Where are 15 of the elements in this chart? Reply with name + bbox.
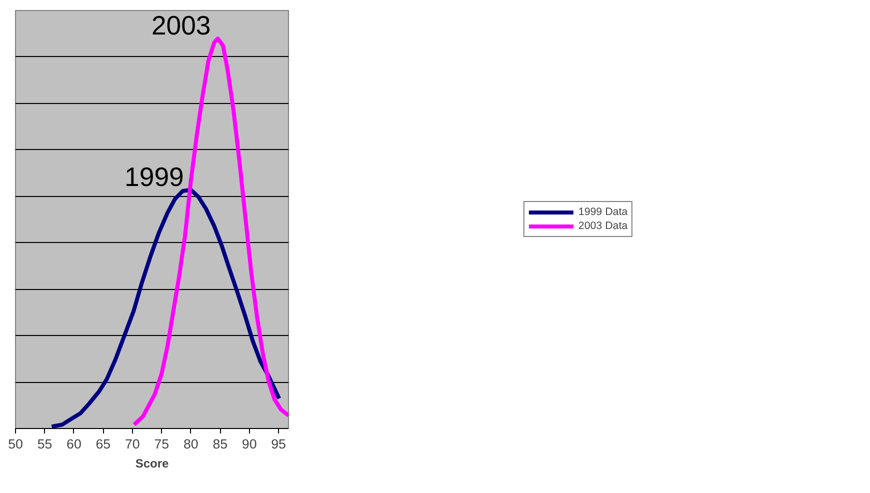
annotation: 1999	[124, 162, 184, 192]
x-tick-label: 75	[154, 436, 170, 452]
x-tick-label: 80	[183, 436, 198, 452]
x-tick-label: 85	[212, 436, 228, 452]
x-tick-label: 90	[242, 436, 257, 452]
annotation: 2003	[151, 10, 211, 41]
legend-label: 2003 Data	[578, 220, 628, 232]
legend-label: 1999 Data	[578, 206, 628, 218]
x-axis-title: Score	[135, 456, 169, 470]
x-tick-label: 95	[271, 436, 286, 452]
x-tick-label: 55	[37, 436, 52, 452]
x-tick-label: 70	[125, 436, 140, 452]
x-tick-label: 65	[96, 436, 111, 452]
x-tick-label: 60	[66, 436, 82, 452]
x-tick-label: 50	[8, 436, 23, 452]
